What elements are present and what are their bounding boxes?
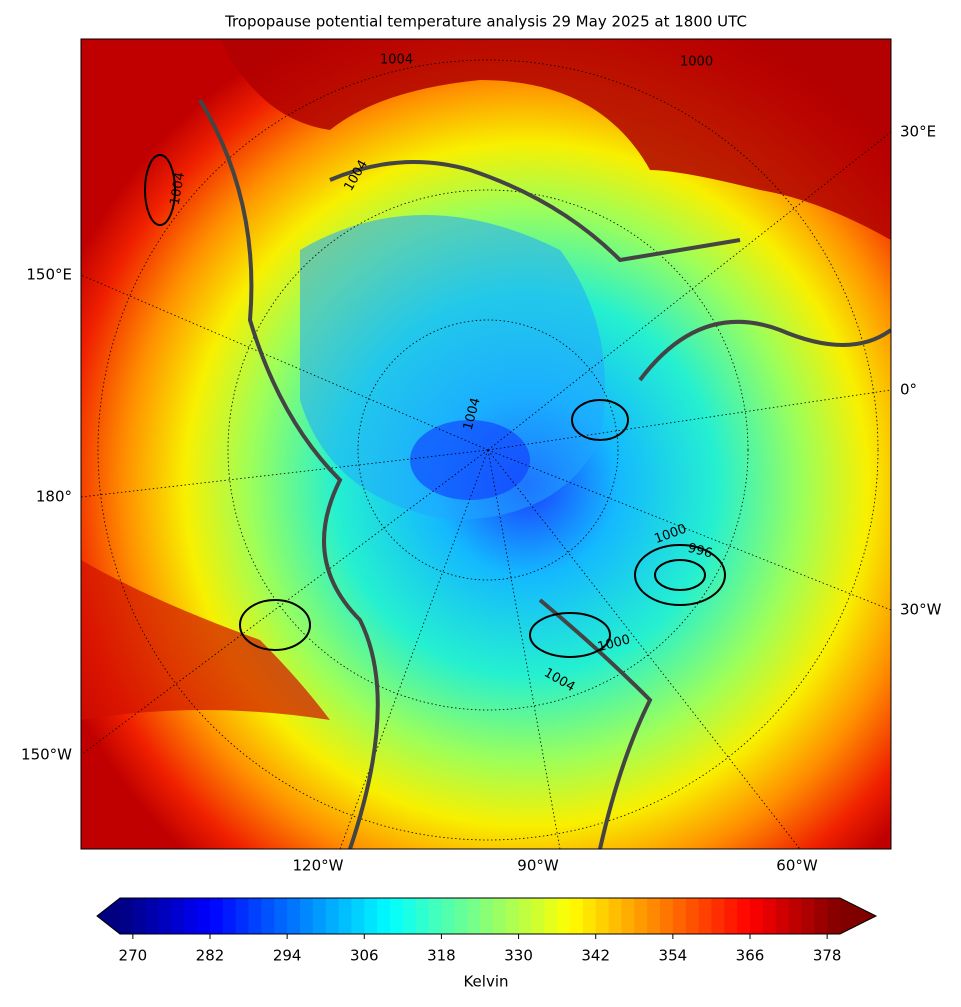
title: Tropopause potential temperature analysi… bbox=[224, 13, 747, 31]
colorbar-swatch bbox=[557, 898, 571, 934]
contour-label: 1004 bbox=[168, 171, 189, 206]
colorbar: 270 282 294 306 318 330 342 354 366 378 bbox=[96, 897, 878, 965]
map-frame bbox=[80, 38, 892, 850]
colorbar-outline bbox=[96, 897, 878, 935]
colorbar-tick-label: 306 bbox=[350, 947, 379, 965]
colorbar-tick-label: 354 bbox=[659, 947, 688, 965]
colorbar-swatch bbox=[261, 898, 275, 934]
colorbar-swatch bbox=[171, 898, 185, 934]
colorbar-label: Kelvin bbox=[463, 973, 508, 991]
colorbar-swatch bbox=[775, 898, 790, 934]
colorbar-swatch bbox=[531, 898, 545, 934]
colorbar-swatch bbox=[570, 898, 584, 934]
colorbar-swatch bbox=[595, 898, 610, 934]
colorbar-tick-label: 270 bbox=[119, 947, 148, 965]
colorbar-swatch bbox=[402, 898, 417, 934]
colorbar-extend bbox=[840, 898, 876, 934]
colorbar-swatch bbox=[685, 898, 700, 934]
colorbar-swatch bbox=[827, 898, 841, 934]
colorbar-swatch bbox=[647, 898, 661, 934]
cold-core bbox=[410, 420, 530, 500]
lon-label: 150°W bbox=[21, 746, 72, 764]
colorbar-swatch bbox=[364, 898, 378, 934]
colorbar-swatch bbox=[672, 898, 687, 934]
colorbar-swatch bbox=[467, 898, 481, 934]
lon-label: 30°E bbox=[900, 123, 936, 141]
colorbar-swatch bbox=[608, 898, 622, 934]
colorbar-swatch bbox=[428, 898, 442, 934]
colorbar-swatch bbox=[132, 898, 147, 934]
colorbar-tick-label: 282 bbox=[196, 947, 225, 965]
colorbar-swatch bbox=[120, 898, 134, 934]
warm-region bbox=[220, 39, 891, 240]
lon-label: 30°W bbox=[900, 601, 942, 619]
colorbar-swatch bbox=[145, 898, 160, 934]
colorbar-swatch bbox=[788, 898, 802, 934]
lon-label: 150°E bbox=[26, 266, 72, 284]
colorbar-swatch bbox=[634, 898, 648, 934]
colorbar-swatch bbox=[415, 898, 430, 934]
colorbar-swatch bbox=[441, 898, 455, 934]
contour-label: 1000 bbox=[680, 55, 713, 70]
colorbar-swatch bbox=[235, 898, 250, 934]
lon-label: 90°W bbox=[517, 857, 559, 875]
colorbar-swatch bbox=[300, 898, 314, 934]
lon-label: 60°W bbox=[776, 857, 818, 875]
colorbar-swatch bbox=[814, 898, 828, 934]
colorbar-swatch bbox=[210, 898, 224, 934]
colorbar-tick-label: 366 bbox=[736, 947, 765, 965]
coastlines bbox=[198, 98, 891, 849]
colorbar-swatch bbox=[197, 898, 211, 934]
colorbar-swatch bbox=[711, 898, 725, 934]
colorbar-swatch bbox=[480, 898, 494, 934]
colorbar-extend bbox=[97, 898, 120, 934]
colorbar-swatch bbox=[737, 898, 751, 934]
colorbar-swatch bbox=[390, 898, 404, 934]
colorbar-tick-label: 318 bbox=[427, 947, 456, 965]
colorbar-swatch bbox=[454, 898, 468, 934]
colorbar-swatch bbox=[801, 898, 815, 934]
contour-label: 1004 bbox=[380, 53, 413, 68]
colorbar-tick-label: 342 bbox=[581, 947, 610, 965]
colorbar-swatch bbox=[621, 898, 635, 934]
colorbar-swatch bbox=[762, 898, 777, 934]
colorbar-swatch bbox=[184, 898, 198, 934]
isobars bbox=[144, 154, 726, 658]
colorbar-swatch bbox=[518, 898, 532, 934]
colorbar-swatch bbox=[351, 898, 365, 934]
colorbar-tick-label: 294 bbox=[273, 947, 302, 965]
contour-label: 996 bbox=[686, 541, 714, 562]
colorbar-swatch bbox=[377, 898, 391, 934]
colorbar-tick-label: 378 bbox=[813, 947, 842, 965]
colorbar-swatch bbox=[724, 898, 738, 934]
colorbar-swatch bbox=[325, 898, 340, 934]
colorbar-swatch bbox=[698, 898, 712, 934]
colorbar-swatch bbox=[248, 898, 262, 934]
colorbar-swatch bbox=[544, 898, 558, 934]
colorbar-swatch bbox=[312, 898, 327, 934]
colorbar-swatch bbox=[505, 898, 520, 934]
colorbar-swatch bbox=[274, 898, 288, 934]
lon-label: 120°W bbox=[293, 857, 344, 875]
colorbar-swatch bbox=[287, 898, 301, 934]
graticule bbox=[81, 59, 891, 849]
colorbar-swatch bbox=[492, 898, 507, 934]
lon-label: 180° bbox=[36, 488, 72, 506]
lon-label: 0° bbox=[900, 381, 917, 399]
colorbar-swatch bbox=[338, 898, 352, 934]
colorbar-tick-label: 330 bbox=[504, 947, 533, 965]
colorbar-swatch bbox=[750, 898, 764, 934]
colorbar-swatch bbox=[660, 898, 674, 934]
colorbar-swatch bbox=[582, 898, 597, 934]
map: 1004 1004 1004 1004 1000 996 1000 1004 1… bbox=[81, 39, 891, 849]
colorbar-swatch bbox=[222, 898, 237, 934]
warm-region bbox=[81, 560, 330, 720]
colorbar-swatch bbox=[158, 898, 172, 934]
